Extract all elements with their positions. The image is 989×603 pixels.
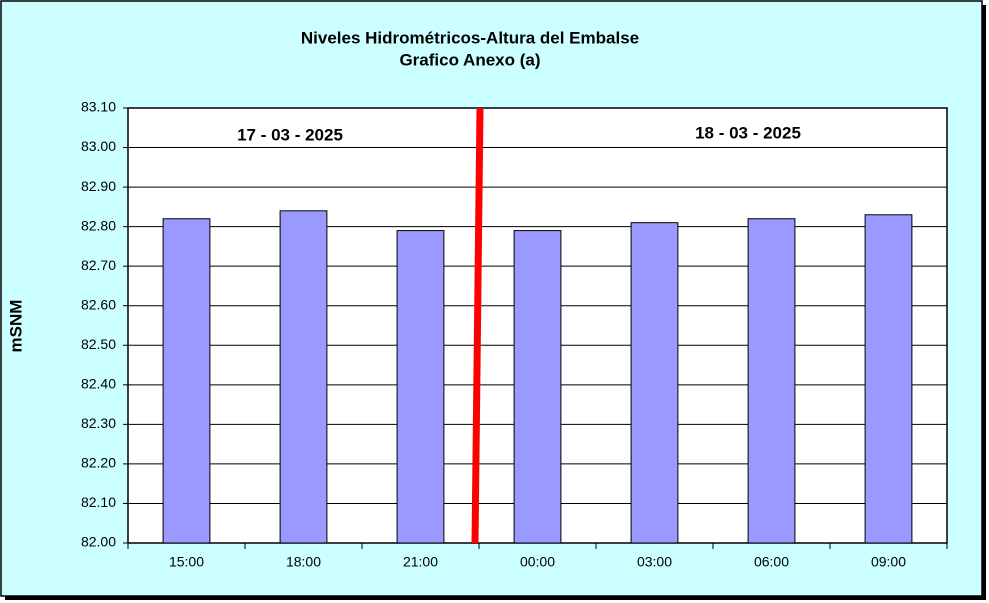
- y-tick-label: 82.80: [81, 217, 116, 233]
- y-tick-label: 82.20: [81, 455, 116, 471]
- x-tick-label: 03:00: [637, 554, 672, 570]
- y-tick-label: 82.00: [81, 534, 116, 550]
- bar: [279, 210, 328, 544]
- chart-title: Niveles Hidrométricos-Altura del Embalse: [301, 28, 639, 47]
- y-tick-label: 82.10: [81, 494, 116, 510]
- bar: [630, 222, 679, 544]
- bar: [747, 218, 796, 544]
- y-tick-label: 82.40: [81, 376, 116, 392]
- bar: [162, 218, 211, 544]
- y-tick-label: 82.60: [81, 296, 116, 312]
- day-separator: [471, 107, 484, 544]
- bars: [162, 210, 913, 544]
- annotation: 17 - 03 - 2025: [237, 125, 343, 144]
- y-tick-label: 82.90: [81, 178, 116, 194]
- x-tick-label: 15:00: [169, 554, 204, 570]
- y-tick-label: 82.30: [81, 415, 116, 431]
- y-tick-label: 82.50: [81, 336, 116, 352]
- x-tick-label: 18:00: [286, 554, 321, 570]
- bar: [864, 214, 913, 544]
- bar: [396, 230, 445, 544]
- y-tick-label: 83.10: [81, 99, 116, 115]
- x-tick-label: 09:00: [871, 554, 906, 570]
- x-tick-label: 21:00: [403, 554, 438, 570]
- x-tick-label: 00:00: [520, 554, 555, 570]
- annotation: 18 - 03 - 2025: [695, 123, 801, 142]
- chart-subtitle: Grafico Anexo (a): [399, 50, 540, 69]
- y-tick-label: 83.00: [81, 138, 116, 154]
- y-tick-label: 82.70: [81, 257, 116, 273]
- bar: [513, 230, 562, 544]
- x-tick-label: 06:00: [754, 554, 789, 570]
- y-axis-label: mSNM: [6, 300, 25, 353]
